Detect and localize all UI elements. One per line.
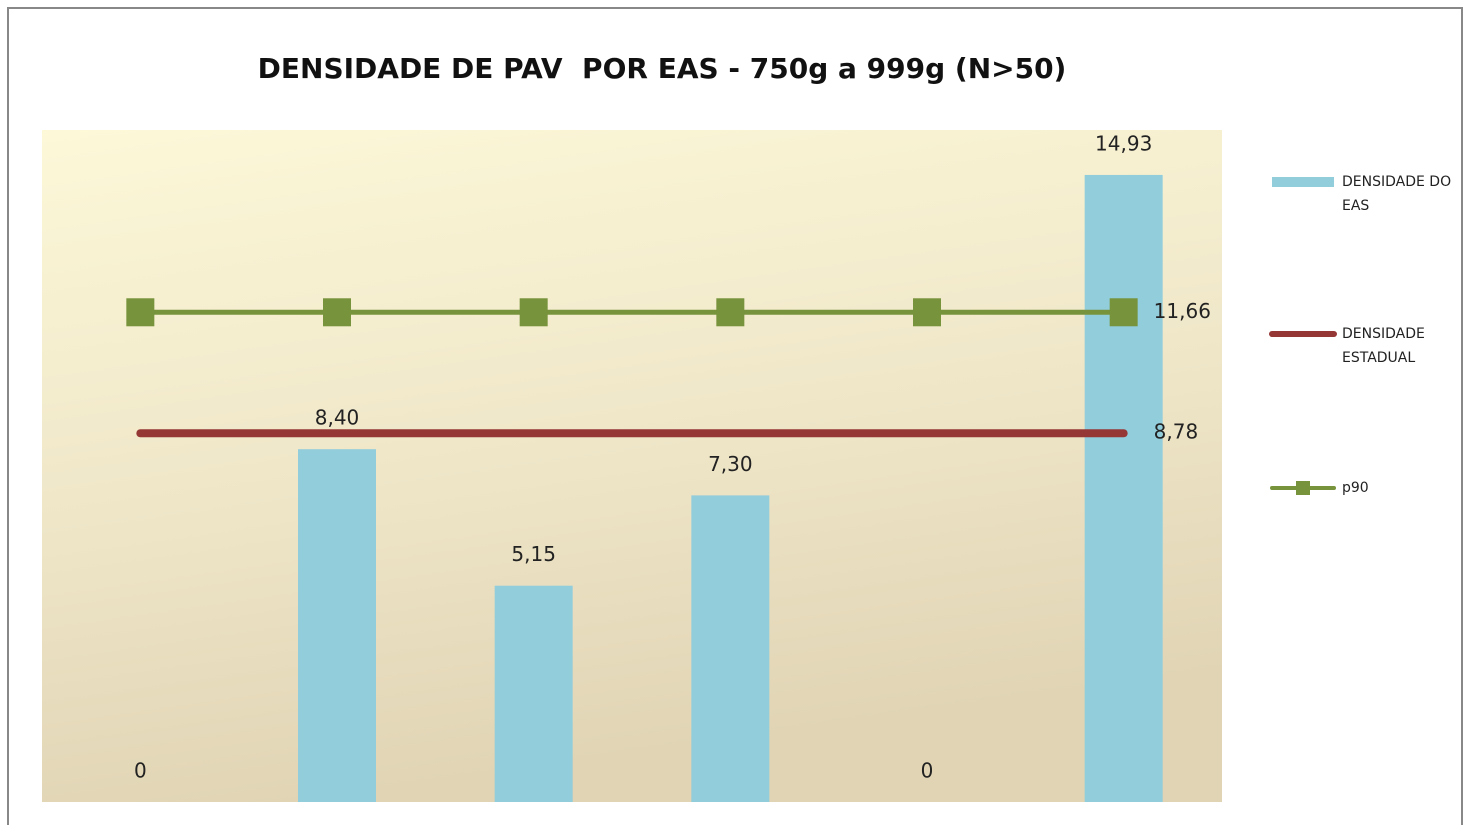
- data-label: 8,78: [1154, 420, 1199, 444]
- bar: [691, 495, 770, 802]
- data-label: 5,15: [511, 542, 556, 566]
- bar: [1084, 174, 1163, 802]
- marker: [323, 298, 351, 327]
- data-label: 8,40: [315, 406, 360, 430]
- marker: [913, 298, 941, 327]
- data-label: 0: [134, 759, 147, 783]
- marker: [1109, 298, 1138, 327]
- data-label: 11,66: [1154, 299, 1211, 323]
- chart-title: DENSIDADE DE PAV POR EAS - 750g a 999g (…: [258, 52, 1067, 85]
- legend-label: p90: [1342, 480, 1369, 496]
- marker: [519, 298, 548, 327]
- bar: [494, 585, 573, 802]
- legend-marker: [1296, 481, 1310, 495]
- marker: [716, 298, 745, 327]
- legend-swatch: [1272, 177, 1334, 187]
- legend-label: DENSIDADE DO EAS: [1342, 174, 1452, 214]
- plot-area: [42, 130, 1222, 802]
- legend-label: DENSIDADE ESTADUAL: [1342, 326, 1425, 366]
- data-label: 14,93: [1095, 131, 1152, 155]
- marker: [126, 298, 155, 327]
- data-label: 7,30: [708, 452, 753, 476]
- data-label: 0: [921, 759, 934, 783]
- bar: [298, 449, 376, 802]
